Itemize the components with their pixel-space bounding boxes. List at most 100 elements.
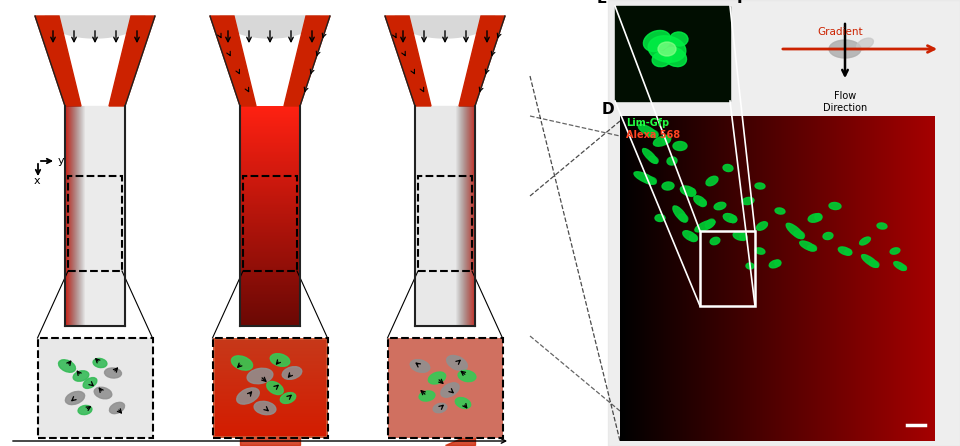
- Ellipse shape: [695, 220, 715, 232]
- Ellipse shape: [746, 263, 754, 269]
- Ellipse shape: [410, 359, 430, 372]
- Ellipse shape: [662, 182, 674, 190]
- Ellipse shape: [756, 248, 765, 254]
- Ellipse shape: [658, 42, 676, 56]
- Text: c: c: [232, 419, 238, 429]
- Polygon shape: [615, 6, 730, 101]
- Ellipse shape: [877, 223, 887, 229]
- Ellipse shape: [900, 265, 906, 270]
- Polygon shape: [65, 106, 125, 326]
- Text: c: c: [58, 419, 62, 429]
- Ellipse shape: [859, 237, 871, 245]
- Text: Gradient: Gradient: [817, 27, 863, 37]
- Ellipse shape: [93, 359, 107, 368]
- Ellipse shape: [700, 199, 707, 206]
- Text: D: D: [602, 102, 614, 117]
- Ellipse shape: [706, 176, 718, 186]
- Ellipse shape: [652, 51, 672, 67]
- Ellipse shape: [845, 249, 852, 256]
- Text: y: y: [58, 156, 64, 166]
- Polygon shape: [109, 16, 155, 106]
- Ellipse shape: [643, 30, 671, 52]
- Ellipse shape: [829, 40, 861, 58]
- Ellipse shape: [775, 260, 780, 266]
- Ellipse shape: [648, 36, 685, 62]
- Ellipse shape: [710, 237, 720, 245]
- Polygon shape: [45, 16, 145, 38]
- Ellipse shape: [808, 214, 822, 222]
- Ellipse shape: [890, 248, 900, 254]
- Ellipse shape: [109, 402, 125, 413]
- Ellipse shape: [681, 186, 696, 196]
- Text: F: F: [737, 0, 748, 6]
- Ellipse shape: [634, 172, 656, 184]
- Ellipse shape: [446, 355, 468, 371]
- Ellipse shape: [94, 387, 111, 399]
- Ellipse shape: [838, 247, 852, 255]
- Ellipse shape: [59, 360, 76, 372]
- Polygon shape: [35, 16, 81, 106]
- Ellipse shape: [861, 255, 878, 268]
- Ellipse shape: [267, 381, 283, 395]
- Ellipse shape: [647, 130, 659, 137]
- Ellipse shape: [78, 405, 92, 415]
- Ellipse shape: [280, 392, 296, 404]
- Text: Alexa 568: Alexa 568: [626, 130, 680, 140]
- Ellipse shape: [769, 260, 780, 268]
- Ellipse shape: [663, 47, 686, 66]
- Polygon shape: [210, 16, 256, 106]
- Ellipse shape: [105, 368, 122, 378]
- Ellipse shape: [794, 231, 804, 239]
- Bar: [68, 176, 122, 271]
- Ellipse shape: [807, 245, 817, 251]
- Ellipse shape: [254, 401, 276, 415]
- Ellipse shape: [654, 136, 671, 146]
- Ellipse shape: [829, 202, 841, 210]
- Polygon shape: [459, 16, 505, 106]
- Ellipse shape: [714, 202, 726, 210]
- Polygon shape: [284, 16, 330, 106]
- Ellipse shape: [856, 38, 874, 50]
- Ellipse shape: [723, 165, 733, 172]
- Ellipse shape: [786, 223, 804, 239]
- Ellipse shape: [679, 214, 688, 222]
- Ellipse shape: [673, 206, 687, 222]
- Ellipse shape: [644, 177, 657, 184]
- Ellipse shape: [231, 356, 252, 370]
- Ellipse shape: [683, 231, 697, 241]
- Ellipse shape: [706, 219, 714, 228]
- Ellipse shape: [73, 371, 89, 381]
- Ellipse shape: [649, 156, 659, 163]
- Polygon shape: [240, 432, 300, 445]
- Ellipse shape: [270, 354, 290, 366]
- Text: x: x: [34, 176, 40, 186]
- Ellipse shape: [740, 233, 747, 240]
- Ellipse shape: [755, 183, 765, 189]
- Polygon shape: [415, 106, 475, 326]
- Ellipse shape: [282, 367, 301, 380]
- Ellipse shape: [742, 198, 754, 205]
- Text: E: E: [597, 0, 608, 6]
- Ellipse shape: [823, 232, 833, 240]
- Polygon shape: [395, 16, 495, 38]
- Ellipse shape: [661, 135, 670, 144]
- Ellipse shape: [642, 149, 658, 164]
- Ellipse shape: [428, 372, 445, 384]
- Polygon shape: [385, 16, 431, 106]
- Ellipse shape: [655, 215, 665, 222]
- Ellipse shape: [455, 397, 470, 409]
- Bar: [700, 231, 755, 306]
- Ellipse shape: [800, 241, 816, 251]
- Bar: [418, 176, 472, 271]
- Ellipse shape: [689, 235, 698, 242]
- Ellipse shape: [687, 188, 696, 196]
- Ellipse shape: [65, 392, 84, 405]
- Ellipse shape: [420, 391, 435, 401]
- Ellipse shape: [894, 262, 906, 270]
- Ellipse shape: [694, 196, 707, 206]
- Ellipse shape: [237, 388, 259, 404]
- Ellipse shape: [458, 370, 476, 382]
- Text: c: c: [407, 419, 413, 429]
- Ellipse shape: [441, 383, 459, 397]
- Bar: [37, 338, 153, 438]
